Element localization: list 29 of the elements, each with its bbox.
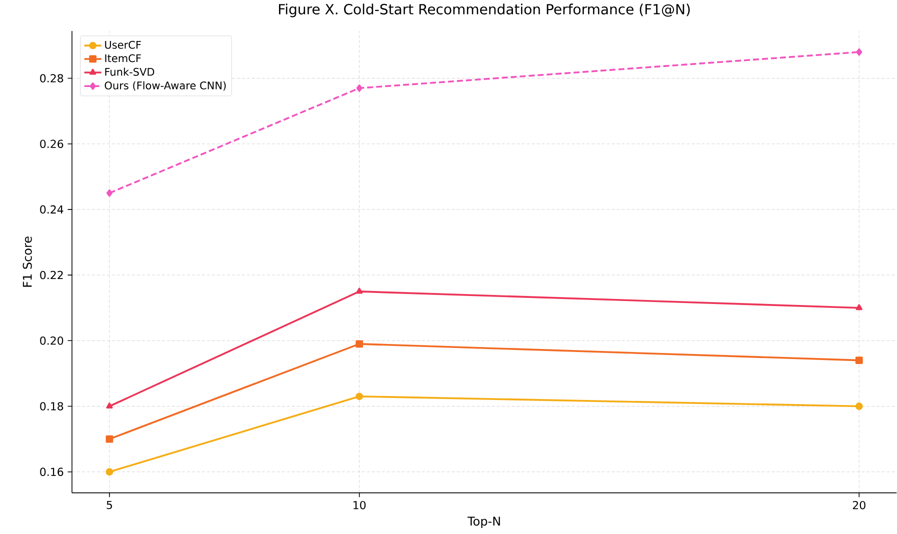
y-axis-title: F1 Score: [22, 236, 32, 287]
y-tick-label: 0.26: [40, 140, 64, 148]
y-tick-label: 0.18: [40, 402, 64, 410]
y-tick-label: 0.28: [40, 74, 64, 83]
point: [106, 435, 114, 443]
x-tick-label: 20: [852, 501, 866, 510]
legend-label: Funk-SVD: [105, 68, 154, 76]
point: [855, 356, 863, 364]
point: [356, 340, 364, 348]
point: [106, 468, 114, 476]
point: [356, 84, 362, 92]
legend-label: ItemCF: [105, 54, 141, 62]
y-tick-label: 0.22: [40, 270, 63, 280]
point: [106, 402, 113, 409]
x-tick-label: 10: [354, 501, 366, 510]
point: [856, 48, 862, 56]
y-tick-label: 0.16: [40, 468, 64, 476]
point: [356, 288, 363, 294]
point: [855, 402, 863, 410]
x-tick-label: 5: [106, 501, 112, 510]
legend-label: UserCF: [105, 40, 141, 49]
point: [856, 304, 862, 310]
point: [106, 189, 112, 197]
y-tick-label: 0.20: [40, 336, 64, 345]
y-tick-label: 0.24: [40, 205, 64, 214]
chart-title: Figure X. Cold-Start Recommendation Performance (F1@N): [279, 4, 690, 18]
x-axis-title: Top-N: [467, 516, 500, 528]
point: [356, 392, 364, 400]
legend-label: Ours (Flow-Aware CNN): [104, 81, 226, 91]
